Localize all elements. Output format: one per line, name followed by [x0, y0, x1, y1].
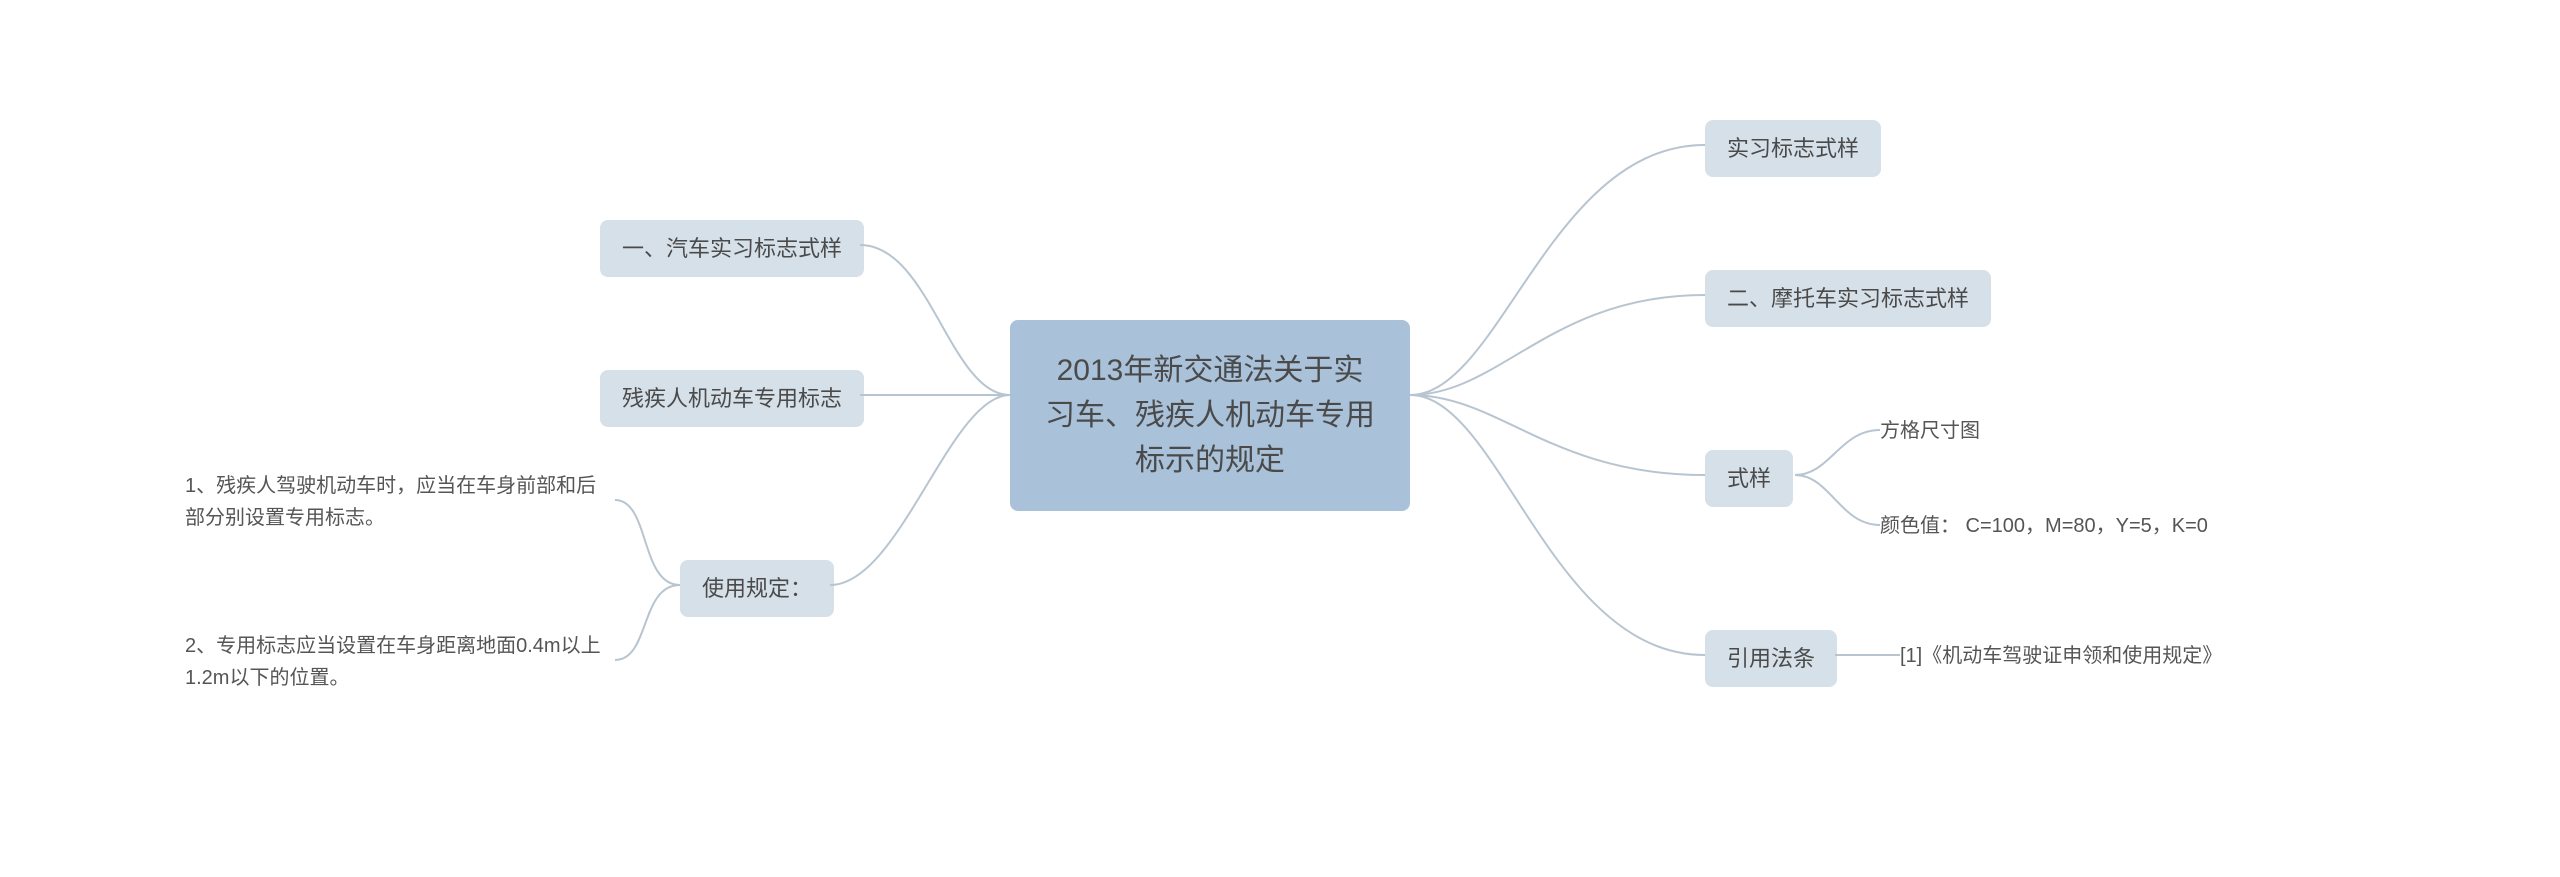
- left-leaf-l3a-label: 1、残疾人驾驶机动车时，应当在车身前部和后部分别设置专用标志。: [185, 470, 615, 534]
- center-label: 2013年新交通法关于实习车、残疾人机动车专用标示的规定: [1042, 348, 1378, 483]
- right-node-r2: 二、摩托车实习标志式样: [1705, 270, 1991, 327]
- right-node-r3: 式样: [1705, 450, 1793, 507]
- right-node-r1: 实习标志式样: [1705, 120, 1881, 177]
- right-leaf-r4a: [1]《机动车驾驶证申领和使用规定》: [1900, 640, 2222, 672]
- left-node-l3: 使用规定：: [680, 560, 834, 617]
- left-node-l2: 残疾人机动车专用标志: [600, 370, 864, 427]
- left-leaf-l3b: 2、专用标志应当设置在车身距离地面0.4m以上1.2m以下的位置。: [185, 630, 615, 694]
- right-leaf-r3b: 颜色值： C=100，M=80，Y=5，K=0: [1880, 510, 2208, 542]
- left-node-l2-label: 残疾人机动车专用标志: [622, 382, 842, 415]
- right-leaf-r3a: 方格尺寸图: [1880, 415, 1980, 447]
- right-node-r4: 引用法条: [1705, 630, 1837, 687]
- right-leaf-r3b-label: 颜色值： C=100，M=80，Y=5，K=0: [1880, 510, 2208, 542]
- center-node: 2013年新交通法关于实习车、残疾人机动车专用标示的规定: [1010, 320, 1410, 511]
- left-leaf-l3a: 1、残疾人驾驶机动车时，应当在车身前部和后部分别设置专用标志。: [185, 470, 615, 534]
- left-node-l3-label: 使用规定：: [702, 572, 812, 605]
- right-leaf-r3a-label: 方格尺寸图: [1880, 415, 1980, 447]
- right-node-r4-label: 引用法条: [1727, 642, 1815, 675]
- left-node-l1: 一、汽车实习标志式样: [600, 220, 864, 277]
- right-node-r2-label: 二、摩托车实习标志式样: [1727, 282, 1969, 315]
- left-leaf-l3b-label: 2、专用标志应当设置在车身距离地面0.4m以上1.2m以下的位置。: [185, 630, 615, 694]
- left-node-l1-label: 一、汽车实习标志式样: [622, 232, 842, 265]
- right-node-r3-label: 式样: [1727, 462, 1771, 495]
- right-leaf-r4a-label: [1]《机动车驾驶证申领和使用规定》: [1900, 640, 2222, 672]
- right-node-r1-label: 实习标志式样: [1727, 132, 1859, 165]
